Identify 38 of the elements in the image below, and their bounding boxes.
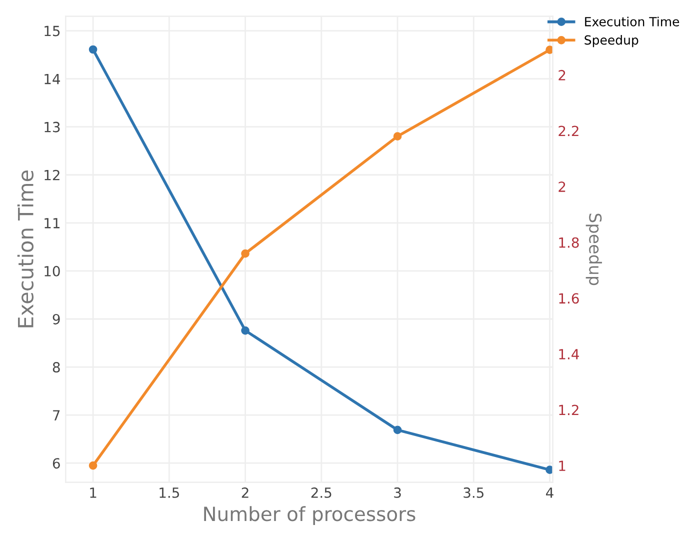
x-tick-label: 3 [394,487,401,498]
point [241,326,250,335]
y-tick-label: 7 [53,410,60,420]
y2-tick-label: 1.4 [559,349,579,360]
x-tick-label: 1 [90,488,96,498]
point [88,45,98,54]
y2-tick-label: 2 [558,70,566,80]
point [88,461,98,470]
y-tick-label: 9 [52,314,60,324]
y2-tick-label: 1.2 [559,404,578,416]
point [241,249,250,258]
y-tick-label: 15 [44,26,60,36]
y-tick-label: 13 [44,122,60,132]
x-tick-label: 4 [546,488,554,498]
y-tick-label: 11 [44,218,60,228]
y2-tick-label: 2 [558,182,566,192]
y-tick-label: 6 [52,458,60,469]
point [546,466,553,474]
y-tick-label: 10 [44,266,60,276]
legend-label: Speedup [584,35,638,48]
y2-tick-label: 1.8 [559,237,579,248]
y-tick-label: 14 [44,74,60,84]
y2-tick-label: 1.6 [559,293,579,304]
x-tick-label: 2 [242,487,248,498]
y-axis-title: Execution Time [17,170,34,328]
y2-axis-title: Speedup [586,214,602,286]
x-tick-label: 2.5 [311,487,332,498]
y-tick-label: 8 [52,362,60,373]
point [393,132,402,140]
x-axis-title: Number of processors [204,506,416,525]
y2-tick-label: 1 [559,460,566,471]
legend-label: Execution Time [585,16,680,26]
point [393,426,402,434]
x-tick-label: 3.5 [464,487,484,498]
y-tick-label: 12 [44,170,60,180]
y2-tick-label: 2.2 [558,126,578,136]
point [546,46,553,54]
x-tick-label: 1.5 [160,488,179,498]
